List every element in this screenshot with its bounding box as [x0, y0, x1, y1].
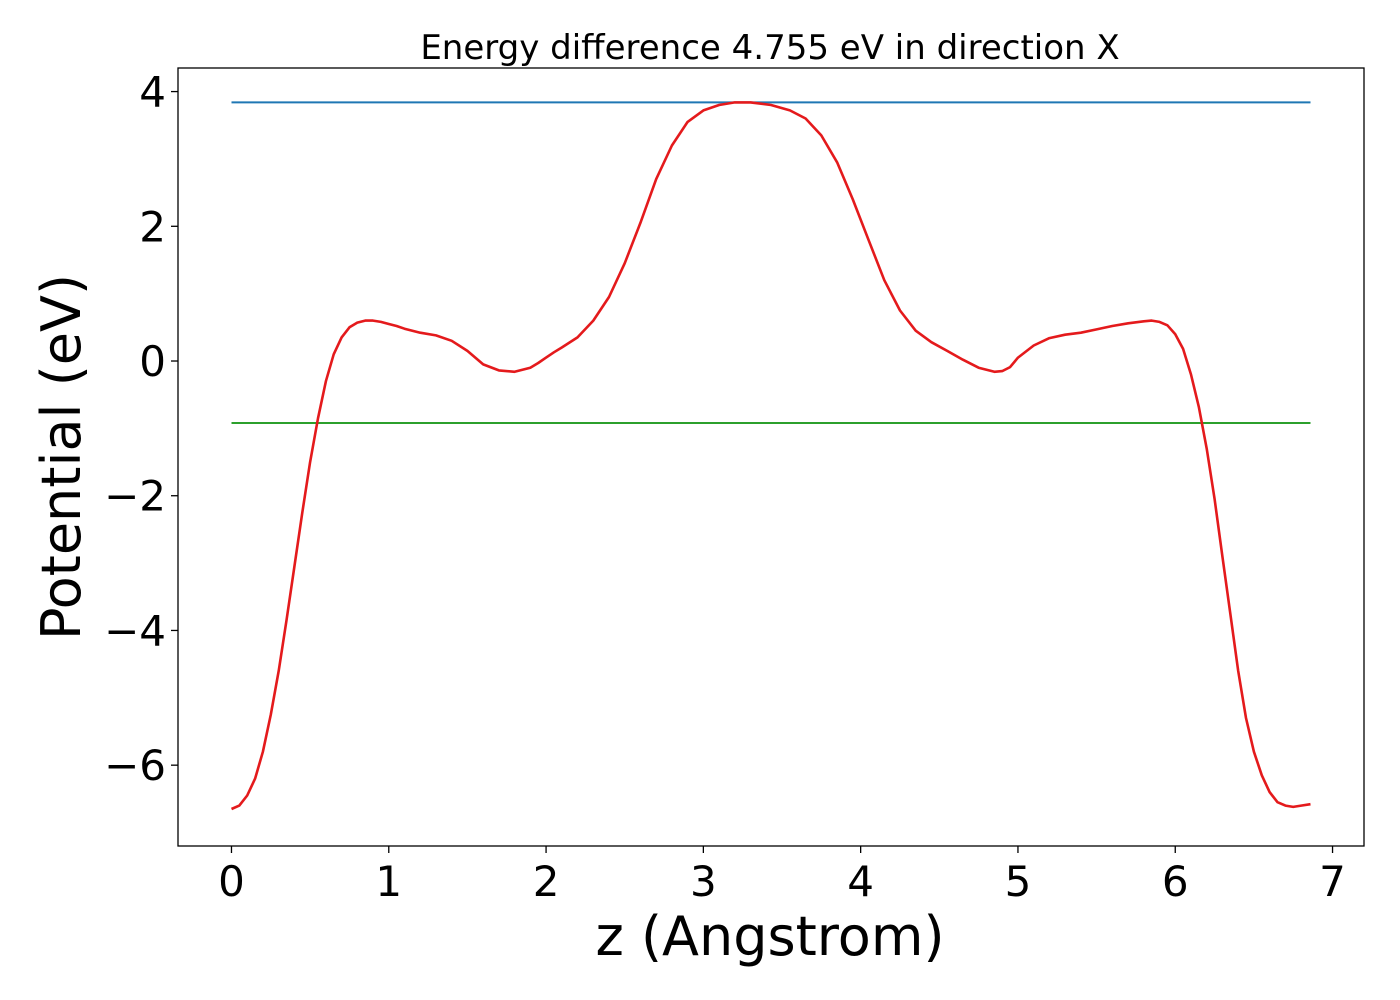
x-tick-label: 0 [218, 857, 245, 906]
x-tick-label: 4 [847, 857, 874, 906]
y-axis-ticks: −6 −4 −2 0 2 4 [104, 68, 178, 790]
chart-title: Energy difference 4.755 eV in direction … [420, 28, 1119, 68]
y-axis-label: Potential (eV) [30, 274, 93, 640]
x-tick-label: 6 [1162, 857, 1189, 906]
y-tick-label: 0 [139, 337, 166, 386]
plot-lines [230, 101, 1311, 811]
y-tick-label: 4 [139, 68, 166, 117]
y-tick-label: −2 [104, 472, 166, 521]
x-tick-label: 1 [375, 857, 402, 906]
x-tick-label: 2 [533, 857, 560, 906]
plot-frame [177, 67, 1365, 847]
y-tick-label: −4 [104, 606, 166, 655]
x-tick-label: 3 [690, 857, 717, 906]
x-axis-label: z (Angstrom) [595, 905, 944, 968]
x-tick-label: 7 [1319, 857, 1346, 906]
y-tick-label: 2 [139, 202, 166, 251]
x-tick-label: 5 [1005, 857, 1032, 906]
y-tick-label: −6 [104, 741, 166, 790]
series-line-3 [230, 101, 1311, 811]
x-axis-ticks: 0 1 2 3 4 5 6 7 [218, 846, 1346, 906]
